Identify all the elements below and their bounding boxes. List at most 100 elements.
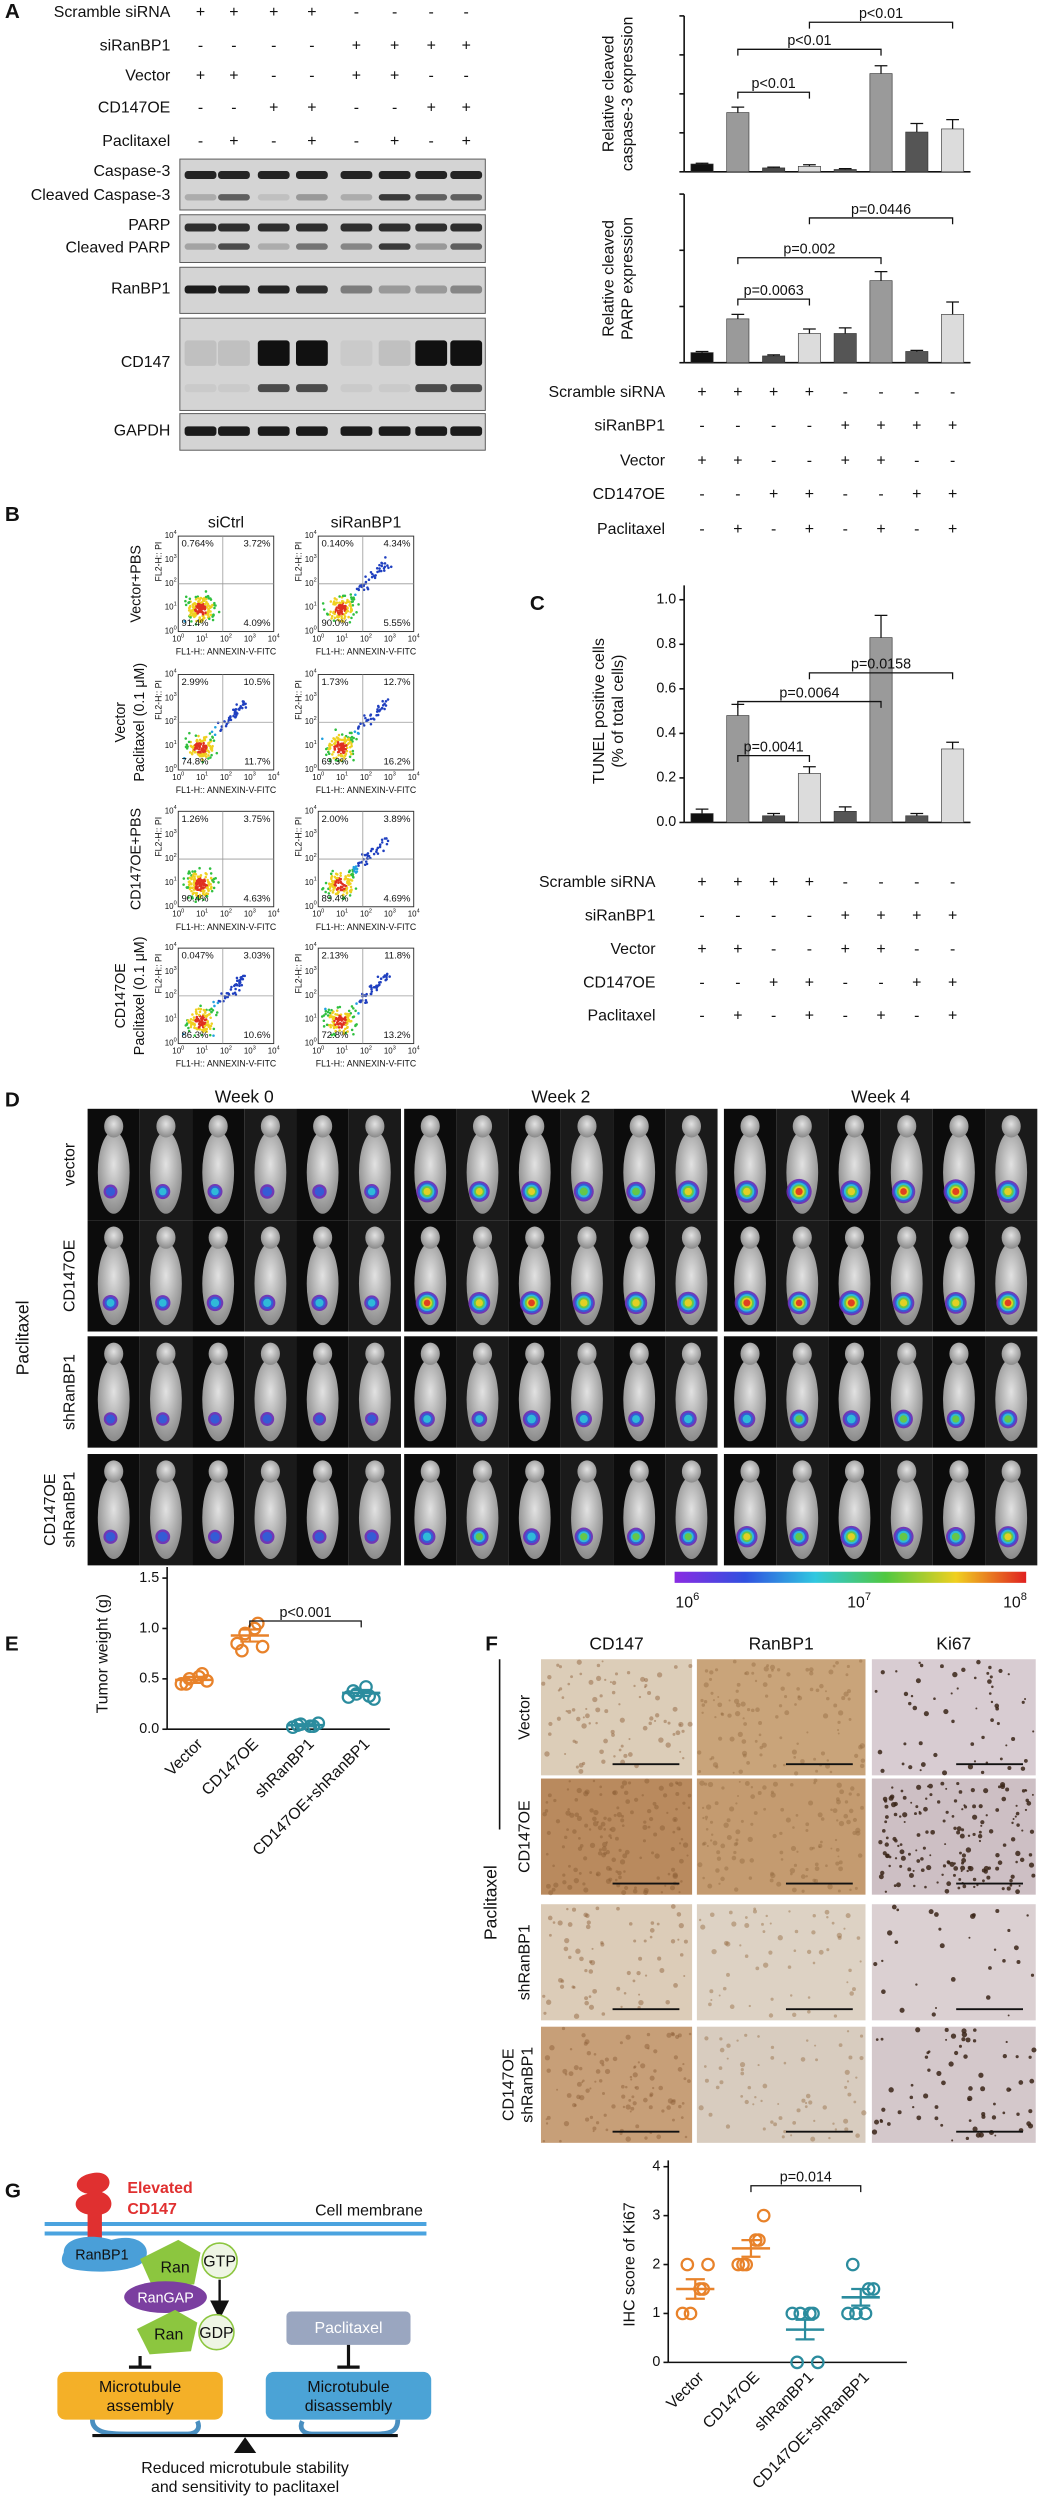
ihc-texture	[618, 1703, 621, 1706]
ihc-texture	[665, 1742, 671, 1748]
density-dot	[209, 598, 213, 601]
density-dot	[372, 852, 376, 856]
condition-sign: -	[392, 4, 397, 21]
power-base: 10	[165, 531, 174, 540]
density-dot	[211, 618, 215, 622]
power-exponent: 3	[174, 693, 177, 699]
ihc-texture	[629, 2075, 633, 2079]
condition-label: Scramble siRNA	[54, 4, 171, 21]
signal	[847, 1187, 856, 1196]
ihc-texture	[710, 1833, 714, 1836]
ihc-texture	[546, 2115, 551, 2120]
ihc-texture	[815, 1688, 820, 1693]
ihc-texture	[961, 1861, 965, 1865]
density-dot	[210, 753, 213, 757]
power-base: 10	[305, 1039, 314, 1048]
ihc-texture	[837, 1732, 840, 1735]
ihc-texture	[894, 1857, 898, 1860]
power-base: 10	[408, 910, 417, 919]
mouse-body	[254, 1242, 287, 1326]
ihc-texture	[708, 1677, 713, 1681]
signal	[684, 1299, 692, 1307]
blot-band	[340, 285, 373, 294]
density-dot	[342, 620, 345, 623]
mouse-body	[675, 1476, 708, 1560]
density-dot	[386, 564, 389, 567]
density-dot	[383, 702, 386, 706]
ihc-texture	[912, 1869, 915, 1872]
condition-sign: -	[699, 1008, 704, 1025]
ihc-texture	[770, 1792, 776, 1798]
condition-sign: -	[914, 521, 919, 538]
ihc-texture	[670, 1904, 676, 1909]
density-dot	[188, 1020, 191, 1024]
density-dot	[189, 610, 193, 614]
signal	[528, 1299, 535, 1307]
ihc-texture	[879, 2119, 883, 2122]
ihc-texture	[871, 2129, 878, 2135]
power-exponent: 1	[314, 602, 317, 608]
ihc-texture	[561, 1696, 565, 1699]
condition-sign: -	[699, 521, 704, 538]
power-base: 10	[196, 773, 205, 782]
ihc-texture	[588, 1679, 594, 1685]
ihc-texture	[619, 2131, 623, 2136]
ihc-texture	[610, 1826, 616, 1833]
density-dot	[357, 1012, 360, 1015]
ihc-texture	[903, 1820, 906, 1824]
y-axis-label: TUNEL positive cells	[591, 638, 608, 784]
mouse-body	[838, 1358, 871, 1442]
power-base: 10	[305, 693, 314, 702]
density-dot	[206, 1020, 209, 1023]
density-dot	[380, 841, 384, 844]
ihc-texture	[666, 2105, 671, 2110]
density-dot	[352, 758, 355, 762]
ihc-texture	[700, 1698, 704, 1703]
ihc-texture	[838, 1710, 844, 1716]
mouse-body	[358, 1476, 391, 1560]
ihc-texture	[993, 2102, 996, 2106]
quadrant-percent: 3.72%	[244, 539, 272, 550]
power-base: 10	[268, 773, 277, 782]
ihc-texture	[653, 1719, 657, 1723]
ihc-texture	[593, 1809, 599, 1816]
ihc-tile	[696, 1904, 866, 2021]
ihc-texture	[667, 1872, 671, 1876]
ihc-texture	[947, 1861, 951, 1865]
paclitaxel-label: Paclitaxel	[314, 2320, 382, 2337]
ihc-texture	[934, 2116, 939, 2121]
ihc-texture	[940, 2123, 944, 2127]
density-dot	[243, 974, 247, 978]
ihc-texture	[835, 1847, 840, 1852]
density-dot	[378, 567, 381, 570]
density-dot	[329, 610, 332, 614]
power-base: 10	[220, 910, 229, 919]
density-dot	[230, 985, 233, 989]
density-dot	[334, 880, 337, 883]
ihc-texture	[900, 1789, 904, 1793]
treatment-label: Paclitaxel	[480, 1865, 500, 1940]
density-dot	[234, 707, 238, 711]
ihc-texture	[545, 1883, 551, 1889]
signal	[899, 1532, 908, 1541]
ihc-texture	[755, 1966, 760, 1971]
ihc-texture	[740, 1819, 744, 1823]
blot-label: Cleaved PARP	[66, 239, 171, 256]
ihc-texture	[544, 1751, 550, 1757]
density-dot	[189, 744, 193, 748]
ihc-texture	[758, 1721, 763, 1725]
ihc-texture	[942, 1770, 948, 1776]
signal	[262, 1186, 273, 1197]
power-base: 10	[165, 967, 174, 976]
ihc-texture	[571, 1985, 575, 1989]
ihc-texture	[568, 1864, 571, 1868]
density-dot	[202, 616, 206, 620]
ihc-texture	[596, 1873, 599, 1876]
power-exponent: 6	[693, 1591, 699, 1603]
density-dot	[336, 1013, 339, 1016]
power-base: 10	[675, 1595, 693, 1612]
ihc-texture	[592, 2130, 595, 2133]
blot-band	[415, 340, 448, 366]
ihc-texture	[1031, 2047, 1037, 2053]
error-bar	[874, 65, 888, 74]
